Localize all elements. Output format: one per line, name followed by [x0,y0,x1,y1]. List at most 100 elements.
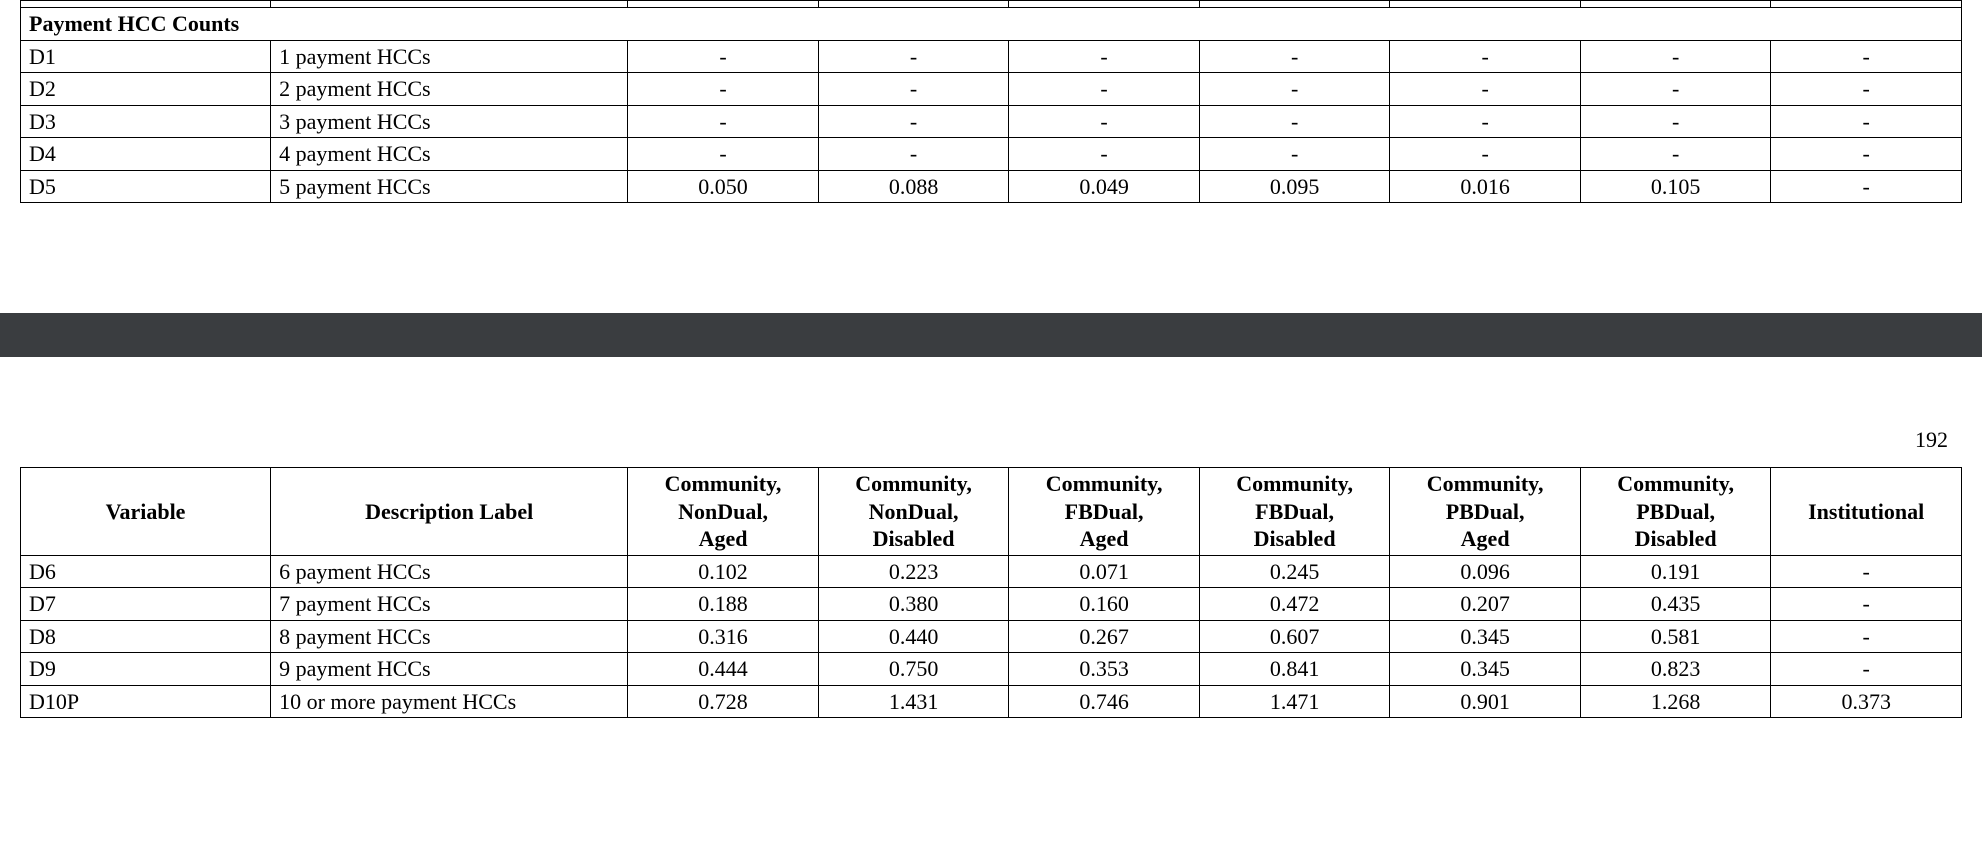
table-row: D55 payment HCCs0.0500.0880.0490.0950.01… [21,170,1962,203]
cell-value: - [1580,138,1771,171]
cell-value: - [1580,40,1771,73]
cell-value: - [628,105,819,138]
table-row: D22 payment HCCs------- [21,73,1962,106]
cell-value: - [1009,40,1200,73]
column-header: Community,FBDual,Disabled [1199,468,1390,556]
cell-value: 0.345 [1390,620,1581,653]
table-row: D66 payment HCCs0.1020.2230.0710.2450.09… [21,555,1962,588]
cell-value: 0.444 [628,653,819,686]
cell-value: - [818,138,1009,171]
table-row: D11 payment HCCs------- [21,40,1962,73]
cell-variable: D1 [21,40,271,73]
cell-value: - [1199,105,1390,138]
cell-value: 0.160 [1009,588,1200,621]
cell-value: - [1009,105,1200,138]
cell-variable: D3 [21,105,271,138]
cell-description: 8 payment HCCs [271,620,628,653]
table-stub-row [21,1,1962,8]
cell-value: 0.188 [628,588,819,621]
cell-value: 0.750 [818,653,1009,686]
table-row: D44 payment HCCs------- [21,138,1962,171]
cell-value: 0.380 [818,588,1009,621]
cell-value: 0.088 [818,170,1009,203]
cell-variable: D4 [21,138,271,171]
cell-variable: D2 [21,73,271,106]
table-row: D10P10 or more payment HCCs0.7281.4310.7… [21,685,1962,718]
cell-value: - [1390,40,1581,73]
cell-value: 0.581 [1580,620,1771,653]
cell-value: - [1390,138,1581,171]
cell-value: 0.050 [628,170,819,203]
cell-value: 0.245 [1199,555,1390,588]
cell-value: - [818,73,1009,106]
cell-value: - [1771,653,1962,686]
payment-hcc-table-lower: VariableDescription LabelCommunity,NonDu… [20,467,1962,718]
cell-value: 0.223 [818,555,1009,588]
cell-value: 0.728 [628,685,819,718]
column-header: Description Label [271,468,628,556]
cell-value: 1.268 [1580,685,1771,718]
cell-description: 3 payment HCCs [271,105,628,138]
cell-value: - [818,105,1009,138]
cell-value: 0.071 [1009,555,1200,588]
payment-hcc-table-upper: Payment HCC Counts D11 payment HCCs-----… [20,0,1962,203]
section-header-row: Payment HCC Counts [21,8,1962,41]
cell-value: 0.373 [1771,685,1962,718]
cell-value: - [628,138,819,171]
cell-value: - [628,40,819,73]
cell-variable: D10P [21,685,271,718]
cell-variable: D9 [21,653,271,686]
cell-value: 0.096 [1390,555,1581,588]
table-row: D77 payment HCCs0.1880.3800.1600.4720.20… [21,588,1962,621]
cell-value: - [1009,73,1200,106]
cell-value: - [1771,105,1962,138]
cell-value: 0.191 [1580,555,1771,588]
cell-value: 0.746 [1009,685,1200,718]
cell-value: - [1771,73,1962,106]
cell-value: - [1390,105,1581,138]
cell-value: 0.049 [1009,170,1200,203]
cell-description: 7 payment HCCs [271,588,628,621]
cell-description: 9 payment HCCs [271,653,628,686]
table-row: D88 payment HCCs0.3160.4400.2670.6070.34… [21,620,1962,653]
table-header-row: VariableDescription LabelCommunity,NonDu… [21,468,1962,556]
table-row: D99 payment HCCs0.4440.7500.3530.8410.34… [21,653,1962,686]
cell-value: 0.607 [1199,620,1390,653]
cell-description: 4 payment HCCs [271,138,628,171]
table-row: D33 payment HCCs------- [21,105,1962,138]
cell-variable: D5 [21,170,271,203]
cell-value: - [1771,138,1962,171]
cell-value: - [1771,588,1962,621]
cell-value: 0.102 [628,555,819,588]
cell-value: - [1580,73,1771,106]
cell-value: 1.471 [1199,685,1390,718]
cell-value: 0.016 [1390,170,1581,203]
cell-description: 10 or more payment HCCs [271,685,628,718]
page-number: 192 [0,357,1982,467]
cell-value: - [628,73,819,106]
cell-value: - [1771,555,1962,588]
cell-value: 0.267 [1009,620,1200,653]
cell-value: - [1771,40,1962,73]
cell-value: 0.440 [818,620,1009,653]
column-header: Community,PBDual,Aged [1390,468,1581,556]
cell-variable: D8 [21,620,271,653]
cell-description: 6 payment HCCs [271,555,628,588]
cell-value: - [818,40,1009,73]
cell-variable: D6 [21,555,271,588]
cell-variable: D7 [21,588,271,621]
column-header: Community,PBDual,Disabled [1580,468,1771,556]
cell-value: 1.431 [818,685,1009,718]
cell-value: 0.353 [1009,653,1200,686]
cell-value: 0.095 [1199,170,1390,203]
column-header: Community,NonDual,Disabled [818,468,1009,556]
cell-value: - [1390,73,1581,106]
cell-description: 2 payment HCCs [271,73,628,106]
cell-description: 1 payment HCCs [271,40,628,73]
cell-value: - [1580,105,1771,138]
column-header: Institutional [1771,468,1962,556]
cell-value: 0.435 [1580,588,1771,621]
cell-value: - [1771,170,1962,203]
cell-description: 5 payment HCCs [271,170,628,203]
column-header: Community,FBDual,Aged [1009,468,1200,556]
